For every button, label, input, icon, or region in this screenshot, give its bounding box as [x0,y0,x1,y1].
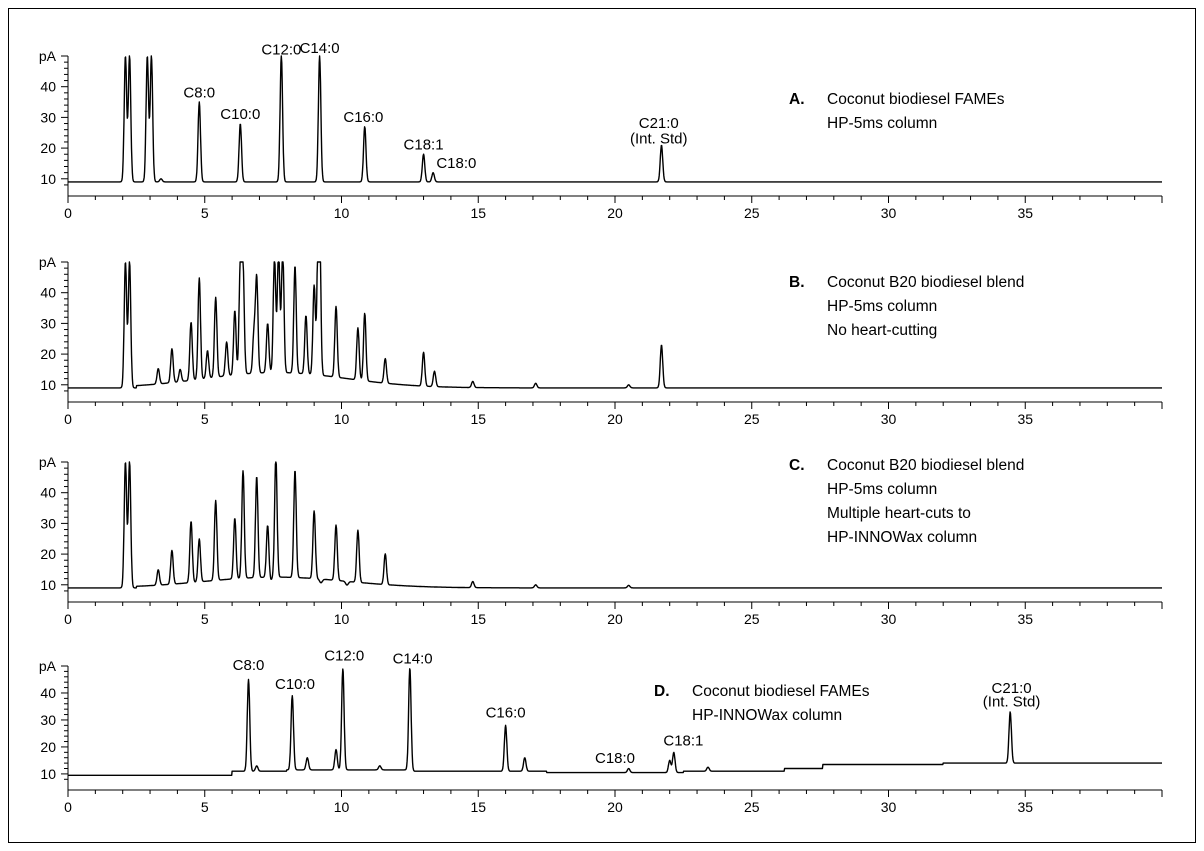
peak-label: (Int. Std) [630,130,688,147]
y-tick-label: 20 [40,546,56,562]
x-tick-label: 35 [1017,205,1033,221]
x-tick-label: 30 [881,799,897,815]
panel-letter: A. [789,91,805,108]
y-tick-label: 10 [40,766,56,782]
peak-label: C12:0 [324,648,364,665]
panel-letter: C. [789,457,805,474]
x-tick-label: 0 [64,799,72,815]
y-tick-label: 20 [40,346,56,362]
x-tick-label: 10 [334,411,350,427]
x-tick-label: 25 [744,611,760,627]
panel-1: 0 5 10 15 20 25 30 3510203040pAC8:0C10:0C12:0C1… [39,40,1163,221]
peak-label: C12:0 [261,41,301,58]
x-tick-label: 35 [1017,799,1033,815]
y-axis-label: pA [39,658,57,674]
peak-label: C21:0 [639,115,679,132]
y-axis-label: pA [39,254,57,270]
y-tick-label: 30 [40,315,56,331]
x-tick-label: 30 [881,611,897,627]
x-tick-label: 5 [201,799,209,815]
peak-label: C18:0 [595,750,635,767]
y-tick-label: 20 [40,140,56,156]
x-tick-label: 30 [881,205,897,221]
x-tick-label: 0 [64,205,72,221]
peak-label: C16:0 [486,704,526,721]
panel-4: 0 5 10 15 20 25 30 35 10 20 30 40 pA C8:0 C10:0 C12:0 C1… [39,648,1163,815]
y-tick-label: 10 [40,577,56,593]
trace-panel-4 [67,668,1163,776]
peak-label: C14:0 [300,40,340,57]
x-tick-label: 20 [607,611,623,627]
y-axis-label: pA [39,454,57,470]
x-tick-label: 10 [334,799,350,815]
panel-description-line: HP-5ms column [827,115,937,132]
x-tick-label: 5 [201,611,209,627]
panel-description-line: HP-5ms column [827,481,937,498]
peak-label: C8:0 [233,657,265,674]
x-tick-label: 0 [64,611,72,627]
x-tick-label: 15 [470,799,486,815]
figure-frame [8,8,1196,843]
peak-label: C10:0 [220,106,260,123]
y-tick-label: 30 [40,109,56,125]
x-tick-label: 0 [64,411,72,427]
y-tick-label: 40 [40,79,56,95]
panel-description-line: Coconut B20 biodiesel blend [827,457,1024,474]
y-axis-label: pA [39,48,57,64]
y-tick-label: 30 [40,712,56,728]
panel-description-line: Coconut biodiesel FAMEs [827,91,1005,108]
panel-description-line: HP-INNOWax column [692,707,842,724]
peak-label: C16:0 [343,109,383,126]
x-tick-label: 20 [607,799,623,815]
peak-label: C10:0 [275,676,315,693]
y-tick-label: 40 [40,285,56,301]
panel-description-line: No heart-cutting [827,322,937,339]
peak-label: C18:1 [663,733,703,750]
panel-3: 0 5 10 15 20 25 30 35 10 20 30 40 pA C. Coconut B20 bi… [39,454,1163,627]
peak-label: C18:1 [404,137,444,154]
x-tick-label: 10 [334,205,350,221]
chromatogram-panels: 0 5 10 15 20 25 30 3510203040pAC8:0C10:0C12:0C1… [39,40,1163,815]
peak-label: (Int. Std) [983,693,1041,710]
trace-panel-1 [67,55,1163,183]
x-tick-label: 5 [201,411,209,427]
panel-letter: B. [789,274,805,291]
y-tick-label: 40 [40,485,56,501]
panel-description-line: Coconut B20 biodiesel blend [827,274,1024,291]
panel-description-line: Coconut biodiesel FAMEs [692,683,870,700]
panel-2: 0 5 10 15 20 25 30 35 10 20 30 40 pA B. Coconut B20 bi… [39,254,1163,427]
x-tick-label: 10 [334,611,350,627]
y-tick-label: 20 [40,739,56,755]
y-tick-label: 30 [40,515,56,531]
trace-panel-3 [67,461,1163,589]
x-tick-label: 25 [744,205,760,221]
x-tick-label: 20 [607,205,623,221]
x-tick-label: 15 [470,411,486,427]
peak-label: C14:0 [393,650,433,667]
x-tick-label: 20 [607,411,623,427]
x-tick-label: 25 [744,799,760,815]
x-tick-label: 15 [470,611,486,627]
x-tick-label: 35 [1017,611,1033,627]
peak-label: C8:0 [183,84,215,101]
panel-letter: D. [654,683,670,700]
peak-label: C18:0 [436,155,476,172]
y-tick-label: 10 [40,171,56,187]
x-tick-label: 15 [470,205,486,221]
panel-description-line: HP-5ms column [827,298,937,315]
trace-panel-2 [67,261,1163,389]
x-tick-label: 5 [201,205,209,221]
peak-label: C21:0 [992,680,1032,697]
x-tick-label: 30 [881,411,897,427]
panel-description-line: Multiple heart-cuts to [827,505,971,522]
y-tick-label: 10 [40,377,56,393]
panel-description-line: HP-INNOWax column [827,529,977,546]
x-tick-label: 25 [744,411,760,427]
x-tick-label: 35 [1017,411,1033,427]
y-tick-label: 40 [40,685,56,701]
